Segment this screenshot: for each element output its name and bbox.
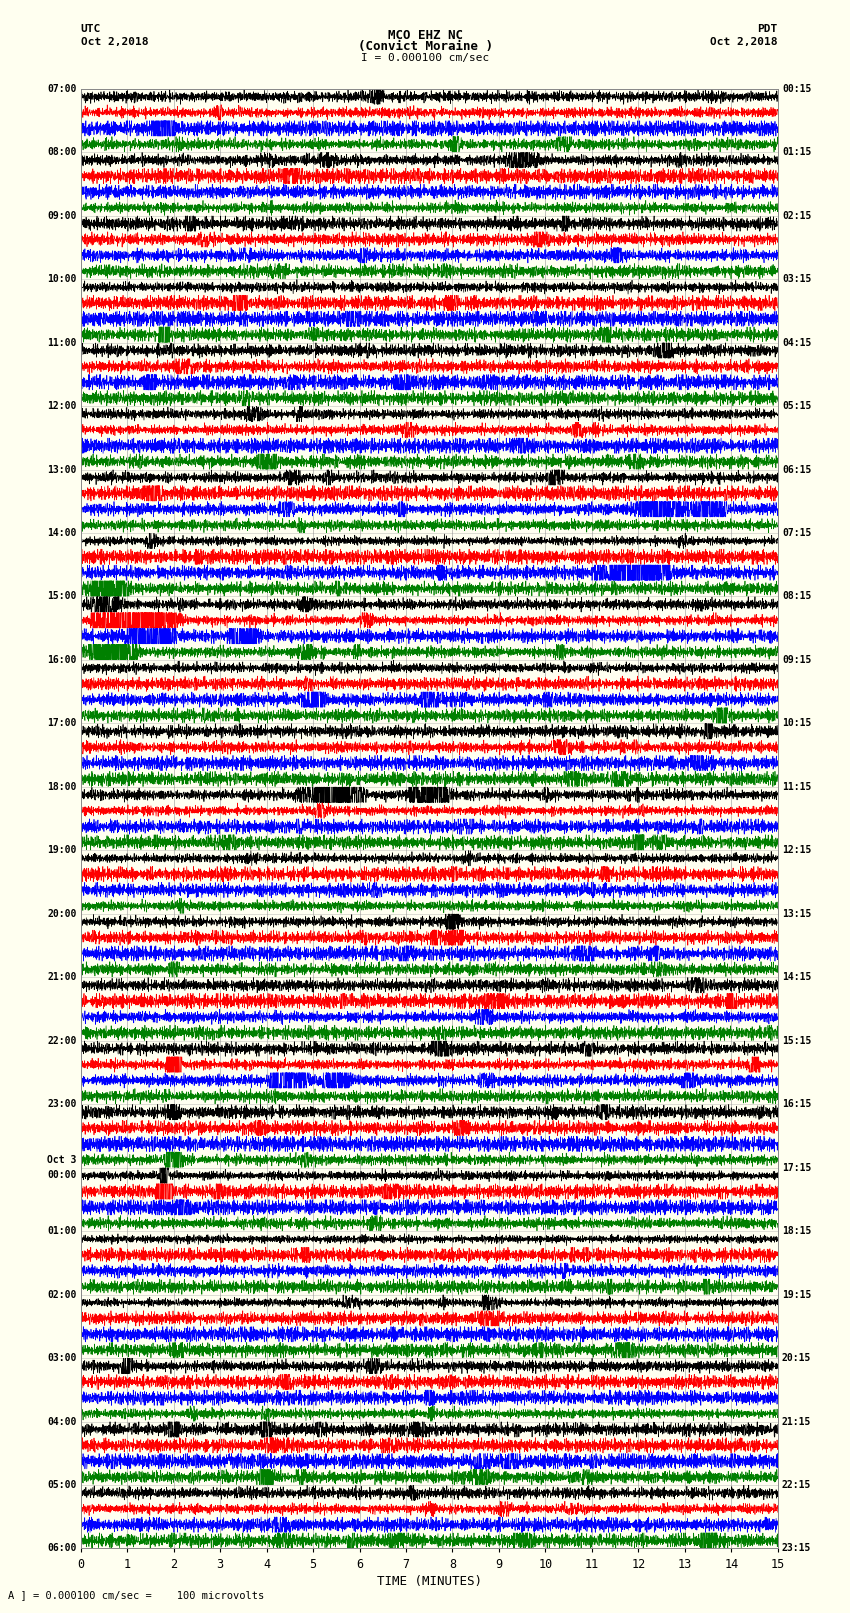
Text: 14:00: 14:00 xyxy=(47,527,76,539)
Text: 16:00: 16:00 xyxy=(47,655,76,665)
Text: 16:15: 16:15 xyxy=(782,1098,812,1110)
Text: 13:15: 13:15 xyxy=(782,908,812,919)
Text: 01:00: 01:00 xyxy=(47,1226,76,1236)
Text: 07:15: 07:15 xyxy=(782,527,812,539)
Text: 19:00: 19:00 xyxy=(47,845,76,855)
Text: 13:00: 13:00 xyxy=(47,465,76,474)
Text: 10:15: 10:15 xyxy=(782,718,812,729)
Text: 08:15: 08:15 xyxy=(782,592,812,602)
Text: 17:00: 17:00 xyxy=(47,718,76,729)
Text: 09:00: 09:00 xyxy=(47,211,76,221)
Text: 17:15: 17:15 xyxy=(782,1163,812,1173)
Text: Oct 2,2018: Oct 2,2018 xyxy=(711,37,778,47)
Text: Oct 2,2018: Oct 2,2018 xyxy=(81,37,148,47)
Text: 10:00: 10:00 xyxy=(47,274,76,284)
Text: 05:15: 05:15 xyxy=(782,402,812,411)
Text: 23:00: 23:00 xyxy=(47,1098,76,1110)
Text: 22:00: 22:00 xyxy=(47,1036,76,1045)
Text: 03:15: 03:15 xyxy=(782,274,812,284)
Text: 20:15: 20:15 xyxy=(782,1353,812,1363)
Text: UTC: UTC xyxy=(81,24,101,34)
Text: PDT: PDT xyxy=(757,24,778,34)
Text: 06:00: 06:00 xyxy=(47,1544,76,1553)
Text: 00:15: 00:15 xyxy=(782,84,812,94)
Text: 18:00: 18:00 xyxy=(47,782,76,792)
X-axis label: TIME (MINUTES): TIME (MINUTES) xyxy=(377,1574,482,1587)
Text: 07:00: 07:00 xyxy=(47,84,76,94)
Text: 03:00: 03:00 xyxy=(47,1353,76,1363)
Text: 23:15: 23:15 xyxy=(782,1544,812,1553)
Text: 01:15: 01:15 xyxy=(782,147,812,156)
Text: 21:00: 21:00 xyxy=(47,973,76,982)
Text: 15:00: 15:00 xyxy=(47,592,76,602)
Text: 02:00: 02:00 xyxy=(47,1290,76,1300)
Text: 22:15: 22:15 xyxy=(782,1481,812,1490)
Text: Oct 3: Oct 3 xyxy=(47,1155,76,1165)
Text: 02:15: 02:15 xyxy=(782,211,812,221)
Text: 04:15: 04:15 xyxy=(782,337,812,347)
Text: 06:15: 06:15 xyxy=(782,465,812,474)
Text: 14:15: 14:15 xyxy=(782,973,812,982)
Text: 15:15: 15:15 xyxy=(782,1036,812,1045)
Text: (Convict Moraine ): (Convict Moraine ) xyxy=(358,40,492,53)
Text: 12:15: 12:15 xyxy=(782,845,812,855)
Text: 18:15: 18:15 xyxy=(782,1226,812,1236)
Text: 04:00: 04:00 xyxy=(47,1416,76,1426)
Text: 11:00: 11:00 xyxy=(47,337,76,347)
Text: A ] = 0.000100 cm/sec =    100 microvolts: A ] = 0.000100 cm/sec = 100 microvolts xyxy=(8,1590,264,1600)
Text: MCO EHZ NC: MCO EHZ NC xyxy=(388,29,462,42)
Text: 20:00: 20:00 xyxy=(47,908,76,919)
Text: 19:15: 19:15 xyxy=(782,1290,812,1300)
Text: 00:00: 00:00 xyxy=(47,1169,76,1181)
Text: I = 0.000100 cm/sec: I = 0.000100 cm/sec xyxy=(361,53,489,63)
Text: 05:00: 05:00 xyxy=(47,1481,76,1490)
Text: 12:00: 12:00 xyxy=(47,402,76,411)
Text: 11:15: 11:15 xyxy=(782,782,812,792)
Text: 21:15: 21:15 xyxy=(782,1416,812,1426)
Text: 08:00: 08:00 xyxy=(47,147,76,156)
Text: 09:15: 09:15 xyxy=(782,655,812,665)
